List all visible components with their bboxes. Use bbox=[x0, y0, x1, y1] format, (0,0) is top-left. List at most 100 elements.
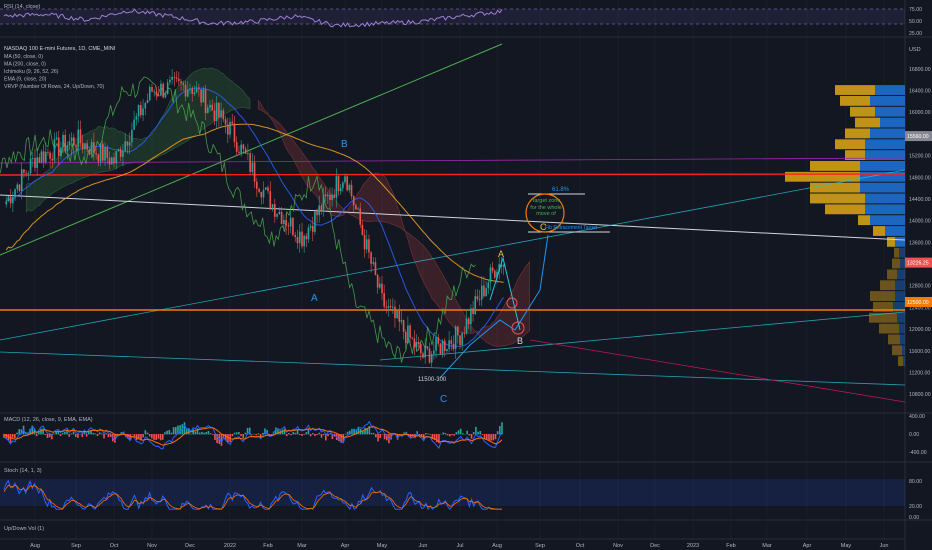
macd-bar bbox=[240, 434, 242, 437]
candle-body bbox=[480, 285, 483, 300]
macd-bar bbox=[244, 432, 247, 435]
macd-bar bbox=[338, 434, 340, 442]
macd-bar bbox=[494, 434, 497, 440]
time-tick-label: Oct bbox=[110, 543, 119, 549]
macd-title[interactable]: MACD (12, 26, close, 9, EMA, EMA) bbox=[4, 417, 93, 423]
trendline-cyan-rising[interactable] bbox=[0, 169, 906, 341]
candle-body bbox=[53, 139, 56, 161]
candle-body bbox=[128, 142, 131, 146]
vp-down-bar bbox=[835, 85, 875, 95]
candle-body bbox=[417, 341, 420, 345]
target-zone-circle[interactable] bbox=[525, 193, 565, 233]
trendline-green-rising[interactable] bbox=[0, 43, 503, 256]
indicator-legend-item[interactable]: VRVP (Number Of Rows, 24, Up/Down, 70) bbox=[4, 84, 104, 90]
candle-body bbox=[316, 211, 318, 216]
macd-bar bbox=[318, 432, 321, 435]
level-purple[interactable] bbox=[0, 157, 906, 164]
macd-bar bbox=[3, 434, 5, 438]
macd-bar bbox=[227, 434, 229, 443]
stoch-title[interactable]: Stoch (14, 1, 3) bbox=[4, 468, 42, 474]
candle-body bbox=[164, 93, 167, 98]
level-red-resistance[interactable] bbox=[0, 173, 906, 176]
candle-body bbox=[108, 157, 111, 165]
candle-body bbox=[303, 235, 305, 247]
fib-retracement-label: Fib Retracement Target bbox=[545, 225, 598, 231]
projection-path[interactable] bbox=[439, 234, 549, 379]
indicator-legend-item[interactable]: MA (50, close, 0) bbox=[4, 54, 43, 60]
time-tick-label: Sep bbox=[535, 543, 545, 549]
candle-body bbox=[40, 151, 43, 163]
candle-body bbox=[189, 88, 191, 90]
indicator-list: MA (50, close, 0) MA (200, close, 0)Ichim… bbox=[4, 54, 104, 90]
indicator-legend-item[interactable]: Ichimoku (9, 26, 52, 26) bbox=[4, 69, 59, 75]
indicator-legend-item[interactable]: EMA (9, close, 20) bbox=[4, 77, 47, 83]
candle-body bbox=[184, 84, 187, 97]
candle-body bbox=[173, 76, 176, 78]
macd-bar bbox=[92, 432, 94, 435]
candle-body bbox=[260, 191, 263, 198]
time-tick-label: 2023 bbox=[687, 543, 699, 549]
macd-tick-label: 0.00 bbox=[909, 432, 919, 438]
candle-body bbox=[140, 105, 142, 116]
candle-body bbox=[209, 104, 211, 108]
vp-up-bar bbox=[895, 236, 905, 247]
candle-body bbox=[394, 306, 396, 319]
macd-bar bbox=[483, 434, 486, 439]
vp-down-bar bbox=[880, 280, 895, 291]
price-badge-label: 12500.00 bbox=[907, 300, 929, 306]
rsi-title[interactable]: RSI (14, close) bbox=[4, 4, 41, 10]
trendline-magenta[interactable] bbox=[529, 339, 906, 403]
macd-bar bbox=[248, 427, 251, 435]
macd-bar bbox=[198, 432, 201, 435]
candle-body bbox=[253, 162, 256, 182]
vp-down-bar bbox=[850, 106, 875, 117]
macd-bar bbox=[222, 434, 225, 439]
candle-body bbox=[51, 158, 54, 161]
candle-body bbox=[68, 141, 71, 146]
macd-bar bbox=[98, 432, 101, 435]
candle-body bbox=[320, 205, 323, 212]
candle-body bbox=[157, 95, 160, 97]
trendline-cyan-falling[interactable] bbox=[0, 351, 906, 386]
vp-up-bar bbox=[899, 323, 905, 334]
candle-body bbox=[348, 184, 351, 191]
macd-bar bbox=[79, 433, 81, 435]
price-tick-label: 10800.00 bbox=[909, 392, 931, 398]
candle-body bbox=[27, 173, 30, 174]
macd-bar bbox=[370, 432, 373, 435]
candle-body bbox=[47, 151, 49, 153]
candle-body bbox=[400, 320, 403, 322]
candle-body bbox=[404, 331, 407, 344]
macd-bar bbox=[429, 434, 432, 435]
support-zone-label: 11500-300 bbox=[418, 377, 447, 383]
trendline-cyan-low[interactable] bbox=[379, 311, 906, 361]
ichimoku-lagging-line bbox=[0, 76, 476, 363]
macd-bar bbox=[416, 431, 418, 435]
macd-bar bbox=[331, 434, 334, 440]
vp-down-bar bbox=[835, 139, 865, 150]
indicator-legend-item[interactable]: MA (200, close, 0) bbox=[4, 62, 46, 68]
abc-path[interactable] bbox=[489, 256, 521, 331]
volume-title[interactable]: Up/Down Vol (1) bbox=[4, 526, 44, 532]
macd-bar bbox=[18, 429, 21, 435]
macd-bar bbox=[16, 432, 18, 435]
macd-bar bbox=[85, 434, 88, 437]
trendline-white[interactable] bbox=[0, 194, 906, 241]
candle-body bbox=[88, 149, 91, 155]
vp-down-bar bbox=[845, 150, 865, 161]
time-tick-label: Apr bbox=[803, 543, 812, 549]
macd-bar bbox=[174, 427, 177, 435]
candle-body bbox=[485, 288, 487, 297]
vp-down-bar bbox=[892, 258, 900, 269]
candle-body bbox=[276, 214, 278, 217]
time-axis[interactable]: Aug Sep Oct Nov Dec 2022 Feb Mar Apr May Jun Jul Aug… bbox=[30, 543, 888, 549]
wave-b-circle[interactable] bbox=[511, 321, 525, 335]
wave-a-circle[interactable] bbox=[506, 297, 518, 309]
symbol-title[interactable]: NASDAQ 100 E-mini Futures, 1D, CME_MINI bbox=[4, 46, 116, 52]
macd-bar bbox=[418, 434, 421, 436]
candle-body bbox=[247, 153, 249, 155]
candle-body bbox=[491, 267, 494, 271]
candle-body bbox=[75, 145, 77, 147]
macd-bar bbox=[133, 434, 136, 437]
